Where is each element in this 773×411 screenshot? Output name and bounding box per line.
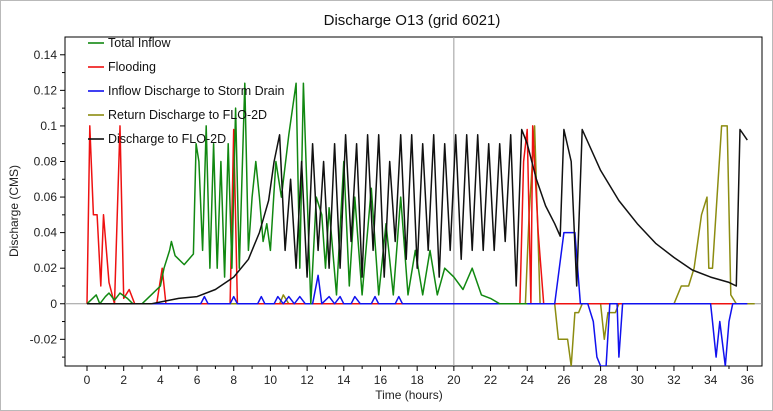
y-axis-title: Discharge (CMS) <box>7 165 21 257</box>
x-tick-label: 36 <box>741 373 755 387</box>
x-tick-label: 12 <box>300 373 314 387</box>
y-tick-label: 0 <box>50 297 57 311</box>
series-line-discharge-to-flo-2d <box>87 128 748 305</box>
series-line-total-inflow <box>86 82 528 305</box>
x-tick-label: 28 <box>594 373 608 387</box>
x-tick-label: 22 <box>484 373 498 387</box>
x-tick-label: 4 <box>157 373 164 387</box>
y-tick-label: 0.1 <box>40 119 57 133</box>
x-tick-label: 2 <box>120 373 127 387</box>
x-tick-label: 30 <box>631 373 645 387</box>
y-tick-label: -0.02 <box>30 332 58 346</box>
series-line-inflow-discharge-to-storm-drain <box>87 231 748 366</box>
x-axis-title: Time (hours) <box>375 388 443 402</box>
x-tick-label: 26 <box>557 373 571 387</box>
x-tick-label: 14 <box>337 373 351 387</box>
x-tick-label: 20 <box>447 373 461 387</box>
x-tick-label: 24 <box>521 373 535 387</box>
y-axis-ticks: -0.02 0 0.02 0.04 0.06 0.08 0.1 0.12 0.14 <box>30 48 65 358</box>
legend-label-inflow-storm-drain: Inflow Discharge to Storm Drain <box>108 84 285 98</box>
y-tick-label: 0.14 <box>34 48 58 62</box>
plot-area <box>64 36 763 367</box>
legend-label-total-inflow: Total Inflow <box>108 36 172 50</box>
legend-label-flooding: Flooding <box>108 60 156 74</box>
y-tick-label: 0.08 <box>34 154 58 168</box>
legend-label-return-discharge: Return Discharge to FLO-2D <box>108 108 267 122</box>
x-axis-ticks: 0 2 4 6 8 10 12 14 16 18 20 22 24 26 28 30 32 34 36 <box>84 366 755 387</box>
y-tick-label: 0.06 <box>34 190 58 204</box>
legend-label-discharge-flo2d: Discharge to FLO-2D <box>108 132 226 146</box>
y-tick-label: 0.04 <box>34 226 58 240</box>
x-tick-label: 0 <box>84 373 91 387</box>
x-tick-label: 10 <box>264 373 278 387</box>
y-tick-label: 0.02 <box>34 261 58 275</box>
x-tick-label: 18 <box>410 373 424 387</box>
y-tick-label: 0.12 <box>34 83 58 97</box>
legend: Total Inflow Flooding Inflow Discharge t… <box>88 36 285 146</box>
x-tick-label: 32 <box>667 373 681 387</box>
x-tick-label: 8 <box>230 373 237 387</box>
x-tick-label: 16 <box>374 373 388 387</box>
x-tick-label: 34 <box>704 373 718 387</box>
x-tick-label: 6 <box>194 373 201 387</box>
series-layer <box>86 82 755 366</box>
chart-title: Discharge O13 (grid 6021) <box>324 12 501 29</box>
